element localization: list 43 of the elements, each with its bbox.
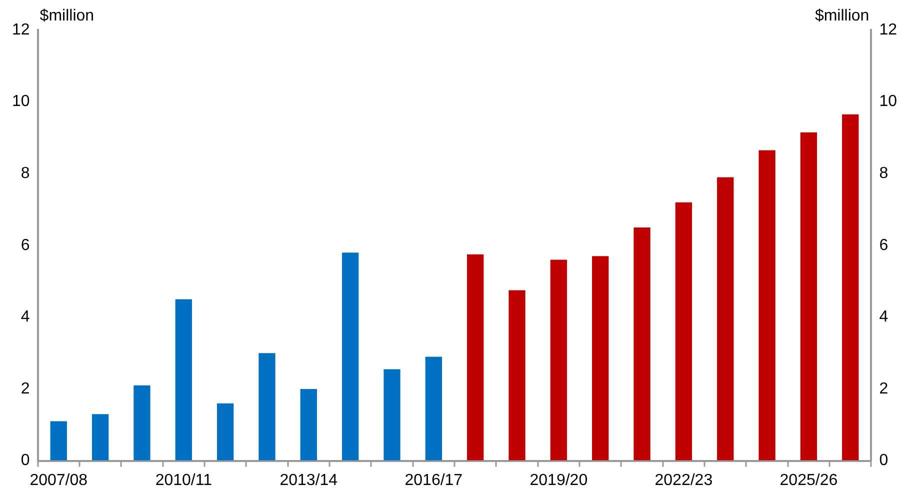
bar bbox=[717, 177, 734, 460]
y2-axis-title: $million bbox=[814, 7, 870, 24]
x-tick-label: 2019/20 bbox=[530, 472, 588, 489]
bar bbox=[300, 389, 317, 460]
bar bbox=[216, 403, 234, 460]
x-tick-label: 2007/08 bbox=[30, 472, 88, 489]
bar bbox=[800, 132, 818, 460]
x-tick-label: 2022/23 bbox=[654, 472, 713, 489]
y2-tick-label: 8 bbox=[879, 165, 888, 182]
bar bbox=[758, 150, 776, 460]
bar bbox=[508, 290, 526, 460]
y2-tick-label: 4 bbox=[879, 308, 888, 326]
y-tick-label: 2 bbox=[20, 380, 30, 398]
bar bbox=[175, 299, 192, 460]
x-tick-label: 2013/14 bbox=[280, 472, 338, 489]
x-tick-label: 2016/17 bbox=[404, 472, 463, 489]
x-tick-label: 2025/26 bbox=[780, 472, 838, 489]
y-tick-label: 4 bbox=[20, 308, 30, 326]
bar bbox=[384, 369, 400, 460]
bar bbox=[134, 385, 150, 460]
y-tick-label: 0 bbox=[20, 452, 30, 470]
bar bbox=[592, 256, 609, 460]
y2-tick-label: 2 bbox=[879, 380, 888, 398]
y2-tick-label: 12 bbox=[879, 21, 898, 38]
y-tick-label: 12 bbox=[12, 21, 30, 38]
bar bbox=[842, 114, 859, 460]
bar bbox=[50, 421, 67, 460]
y-tick-label: 8 bbox=[20, 165, 30, 182]
y2-tick-label: 10 bbox=[879, 93, 898, 110]
bar bbox=[467, 254, 484, 460]
bar bbox=[550, 260, 568, 460]
x-tick-label: 2010/11 bbox=[155, 472, 212, 489]
bar bbox=[675, 202, 692, 460]
y-tick-label: 6 bbox=[20, 236, 30, 254]
y2-tick-label: 6 bbox=[879, 236, 888, 254]
bar bbox=[634, 227, 650, 460]
y-tick-label: 10 bbox=[12, 93, 30, 110]
bar bbox=[342, 252, 359, 460]
bar bbox=[92, 414, 109, 460]
bar bbox=[425, 356, 442, 460]
y2-tick-label: 0 bbox=[879, 452, 888, 470]
y-axis-title: $million bbox=[40, 7, 94, 24]
bar bbox=[258, 353, 276, 460]
